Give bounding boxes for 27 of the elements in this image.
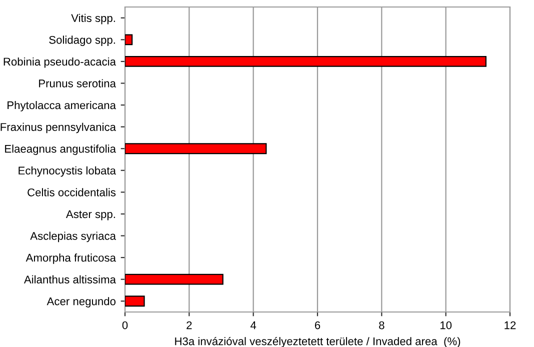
bar (125, 56, 486, 67)
x-tick-label: 0 (122, 321, 128, 330)
bar (125, 274, 224, 285)
x-tick-label: 12 (504, 321, 516, 330)
y-tick-label: Phytolacca americana (8, 101, 116, 112)
x-axis-title: H3a invázióval veszélyeztetett területe / Invaded area (%) (175, 336, 460, 347)
y-tick-label: Robinia pseudo-acacia (4, 57, 116, 68)
y-tick-label: Prunus serotina (39, 79, 116, 88)
bar (125, 296, 145, 307)
y-tick-label: Amorpha fruticosa (26, 254, 116, 264)
x-tick-label: 6 (314, 321, 320, 330)
y-tick-label: Aster spp. (66, 210, 115, 220)
y-tick-label: Fraxinus pennsylvanica (0, 122, 116, 134)
y-tick-label: Solidago spp. (49, 36, 115, 46)
y-tick-label: Elaeagnus angustifolia (5, 144, 116, 155)
x-tick-label: 4 (250, 321, 256, 330)
y-tick-label: Vitis spp. (71, 14, 115, 24)
x-tick-label: 10 (440, 321, 452, 330)
y-tick-label: Celtis occidentalis (28, 188, 116, 196)
bar (125, 34, 133, 46)
y-tick-label: Ailanthus altissima (24, 275, 116, 284)
x-tick-label: 2 (186, 321, 192, 330)
y-tick-label: Echynocystis lobata (18, 166, 116, 177)
y-tick-label: Acer negundo (46, 297, 116, 308)
y-tick-label: Asclepias syriaca (30, 232, 116, 242)
x-tick-label: 8 (379, 321, 384, 330)
bar (125, 143, 267, 154)
